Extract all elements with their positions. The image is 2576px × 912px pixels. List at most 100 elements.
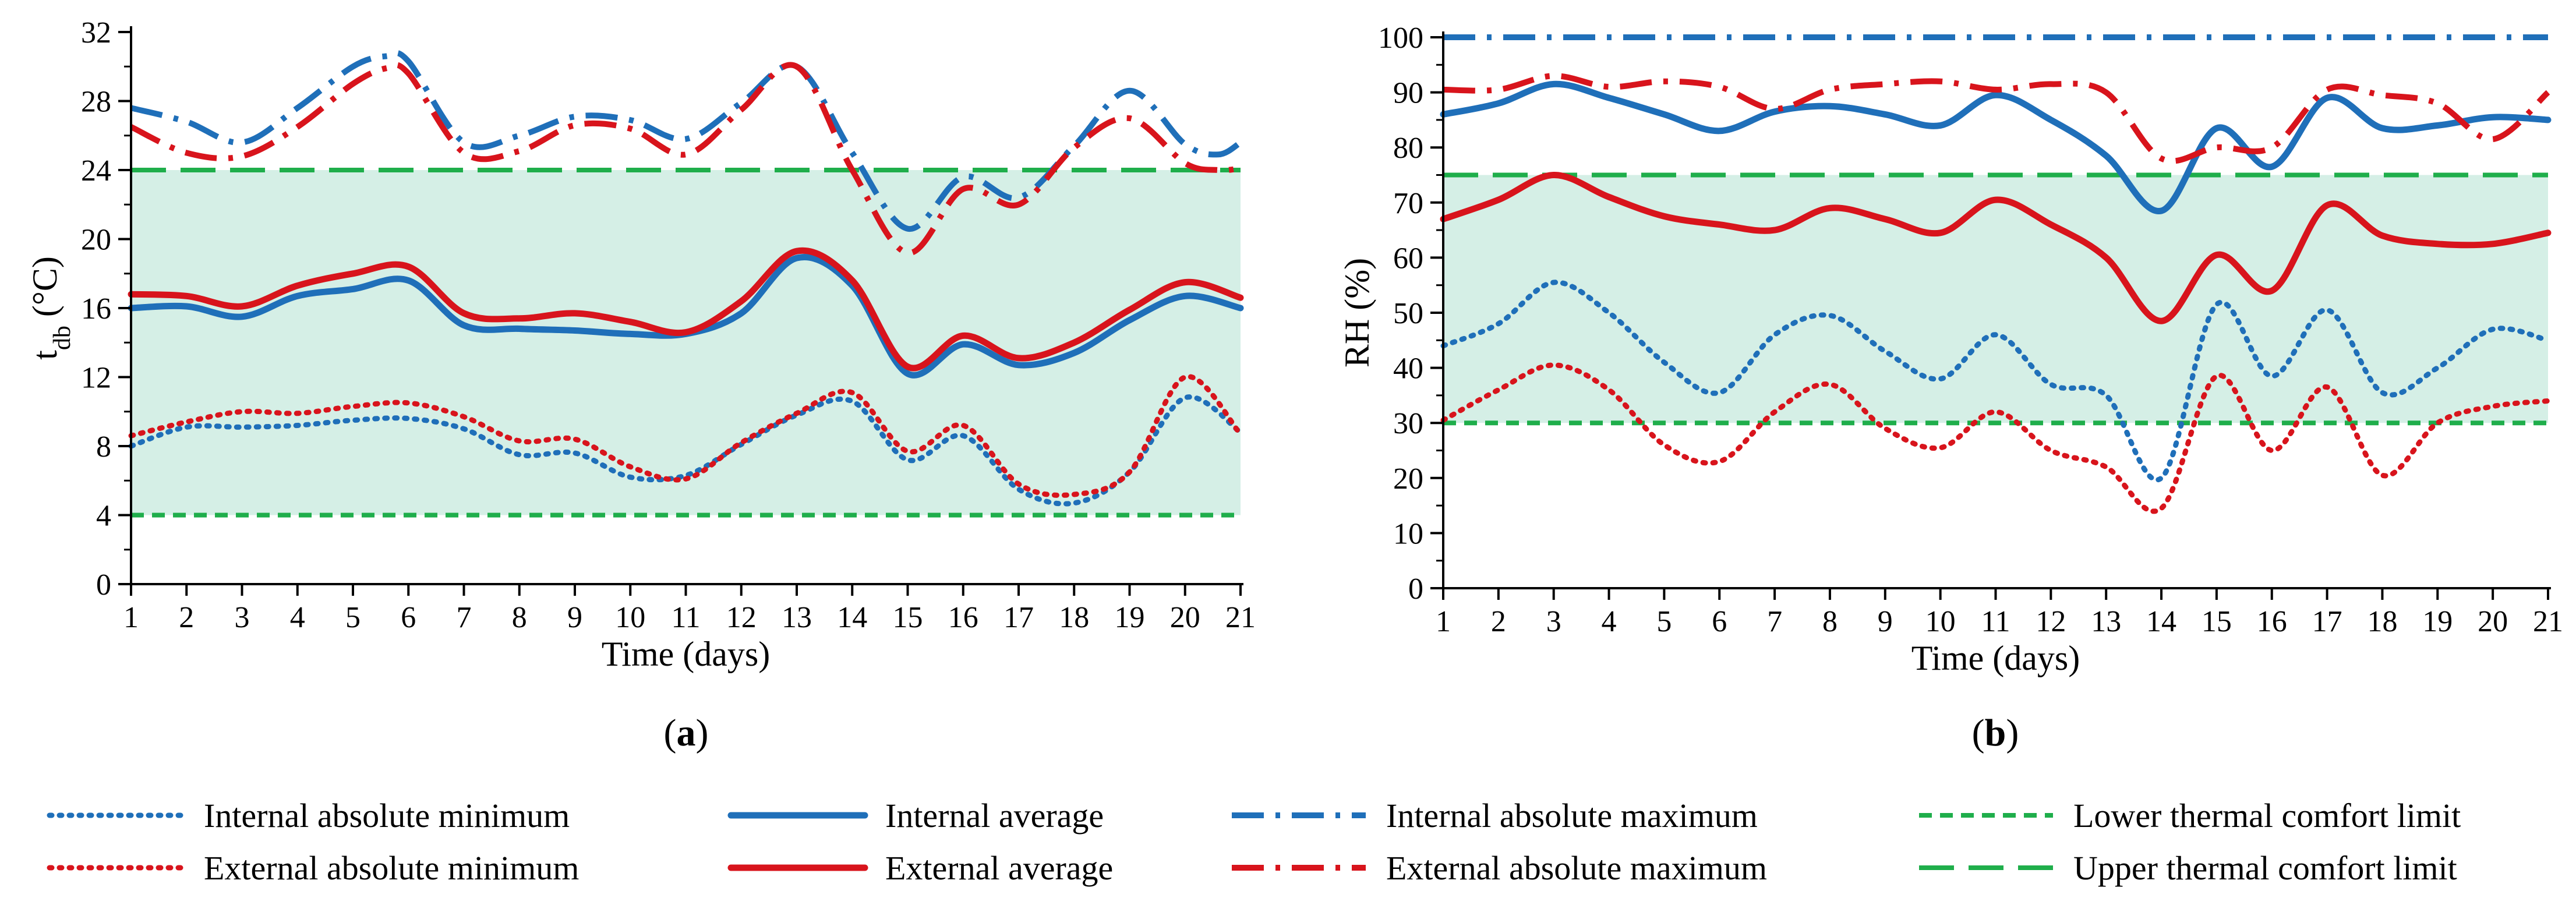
x-tick-label: 3 — [1546, 605, 1561, 638]
legend: Internal absolute minimum Internal averag… — [47, 797, 2461, 887]
x-tick-label: 8 — [1822, 605, 1838, 638]
series-line-ext-min — [128, 374, 1243, 498]
x-tick-label: 6 — [1712, 605, 1727, 638]
x-tick-label: 17 — [1003, 601, 1034, 634]
y-tick-label: 16 — [81, 292, 111, 326]
x-tick-label: 11 — [1981, 605, 2010, 638]
x-tick-label: 18 — [1059, 601, 1089, 634]
x-tick-label: 5 — [345, 601, 361, 634]
legend-label: Internal absolute minimum — [204, 797, 570, 835]
y-tick-label: 10 — [1393, 517, 1423, 550]
legend-label: External absolute maximum — [1386, 849, 1767, 887]
y-tick-label: 28 — [81, 86, 111, 119]
series-line-ext-max — [1443, 73, 2550, 164]
y-tick-label: 0 — [1408, 572, 1423, 606]
y-tick-label: 90 — [1393, 77, 1423, 110]
legend-label: Upper thermal comfort limit — [2073, 849, 2457, 887]
comfort-band — [131, 170, 1241, 515]
x-tick-label: 13 — [782, 601, 812, 634]
series-line-int-avg — [128, 254, 1244, 379]
legend-item-ext-avg: External average — [727, 849, 1113, 887]
x-tick-label: 7 — [457, 601, 472, 634]
series-line-int-avg — [1440, 80, 2552, 214]
panel-label-b: (b) — [1972, 712, 2019, 754]
legend-item-lower: Lower thermal comfort limit — [1919, 797, 2461, 835]
legend-item-int-max: Internal absolute maximum — [1232, 797, 1758, 835]
y-tick-label: 80 — [1393, 132, 1423, 165]
legend-label: Lower thermal comfort limit — [2073, 797, 2461, 835]
y-tick-label: 24 — [81, 154, 111, 188]
x-tick-label: 19 — [2422, 605, 2453, 638]
y-tick-label: 30 — [1393, 407, 1423, 440]
y-tick-label: 20 — [1393, 462, 1423, 496]
x-tick-label: 20 — [1170, 601, 1200, 634]
y-tick-label: 40 — [1393, 352, 1423, 386]
y-tick-label: 20 — [81, 224, 111, 257]
x-tick-label: 2 — [1491, 605, 1506, 638]
y-tick-label: 8 — [96, 430, 111, 464]
y-tick-label: 12 — [81, 362, 111, 395]
x-axis-title: Time (days) — [1911, 639, 2080, 677]
legend-label: External absolute minimum — [204, 849, 579, 887]
x-tick-label: 20 — [2478, 605, 2508, 638]
legend-label: External average — [885, 849, 1113, 887]
x-tick-label: 16 — [948, 601, 978, 634]
x-tick-label: 10 — [615, 601, 645, 634]
x-tick-label: 15 — [2202, 605, 2232, 638]
comfort-band — [1443, 175, 2548, 423]
x-tick-label: 2 — [179, 601, 194, 634]
series-line-ext-max — [129, 62, 1241, 256]
x-tick-label: 5 — [1656, 605, 1672, 638]
y-tick-label: 70 — [1393, 187, 1423, 220]
x-tick-label: 16 — [2257, 605, 2287, 638]
series-line-int-max — [130, 50, 1242, 232]
x-tick-label: 18 — [2367, 605, 2397, 638]
series-line-int-min — [1440, 280, 2551, 483]
y-tick-label: 32 — [81, 16, 111, 50]
series-line-ext-avg — [1440, 171, 2552, 324]
y-axis-title: tdb (°C) — [26, 256, 76, 360]
legend-item-int-avg: Internal average — [727, 797, 1104, 835]
x-tick-label: 3 — [235, 601, 250, 634]
x-tick-label: 17 — [2312, 605, 2342, 638]
series-line-int-min — [128, 394, 1243, 507]
y-axis-title: RH (%) — [1338, 258, 1376, 367]
x-tick-label: 4 — [1602, 605, 1617, 638]
x-tick-label: 7 — [1767, 605, 1782, 638]
panel-label-a: (a) — [664, 712, 709, 754]
x-tick-label: 1 — [1436, 605, 1451, 638]
x-tick-label: 10 — [1925, 605, 1956, 638]
y-tick-label: 100 — [1378, 22, 1423, 55]
x-tick-label: 11 — [671, 601, 700, 634]
legend-item-upper: Upper thermal comfort limit — [1919, 849, 2457, 887]
x-tick-label: 19 — [1115, 601, 1145, 634]
legend-label: Internal average — [885, 797, 1104, 835]
legend-item-ext-max: External absolute maximum — [1232, 849, 1767, 887]
x-tick-label: 21 — [2533, 605, 2563, 638]
legend-item-ext-min: External absolute minimum — [47, 849, 579, 887]
y-tick-label: 50 — [1393, 297, 1423, 330]
series-line-ext-avg — [128, 247, 1244, 372]
x-tick-label: 14 — [837, 601, 867, 634]
y-tick-label: 0 — [96, 568, 111, 602]
legend-item-int-min: Internal absolute minimum — [47, 797, 570, 835]
x-tick-label: 9 — [1878, 605, 1893, 638]
x-axis-title: Time (days) — [602, 635, 770, 673]
legend-label: Internal absolute maximum — [1386, 797, 1758, 835]
x-tick-label: 21 — [1225, 601, 1256, 634]
x-tick-label: 15 — [893, 601, 923, 634]
x-tick-label: 12 — [2036, 605, 2066, 638]
y-tick-label: 4 — [96, 500, 111, 533]
x-tick-label: 9 — [567, 601, 582, 634]
x-tick-label: 8 — [512, 601, 527, 634]
series-line-ext-min — [1440, 362, 2551, 514]
x-tick-label: 13 — [2091, 605, 2121, 638]
x-tick-label: 1 — [123, 601, 139, 634]
x-tick-label: 14 — [2146, 605, 2176, 638]
y-tick-label: 60 — [1393, 242, 1423, 275]
x-tick-label: 4 — [290, 601, 305, 634]
x-tick-label: 6 — [401, 601, 416, 634]
